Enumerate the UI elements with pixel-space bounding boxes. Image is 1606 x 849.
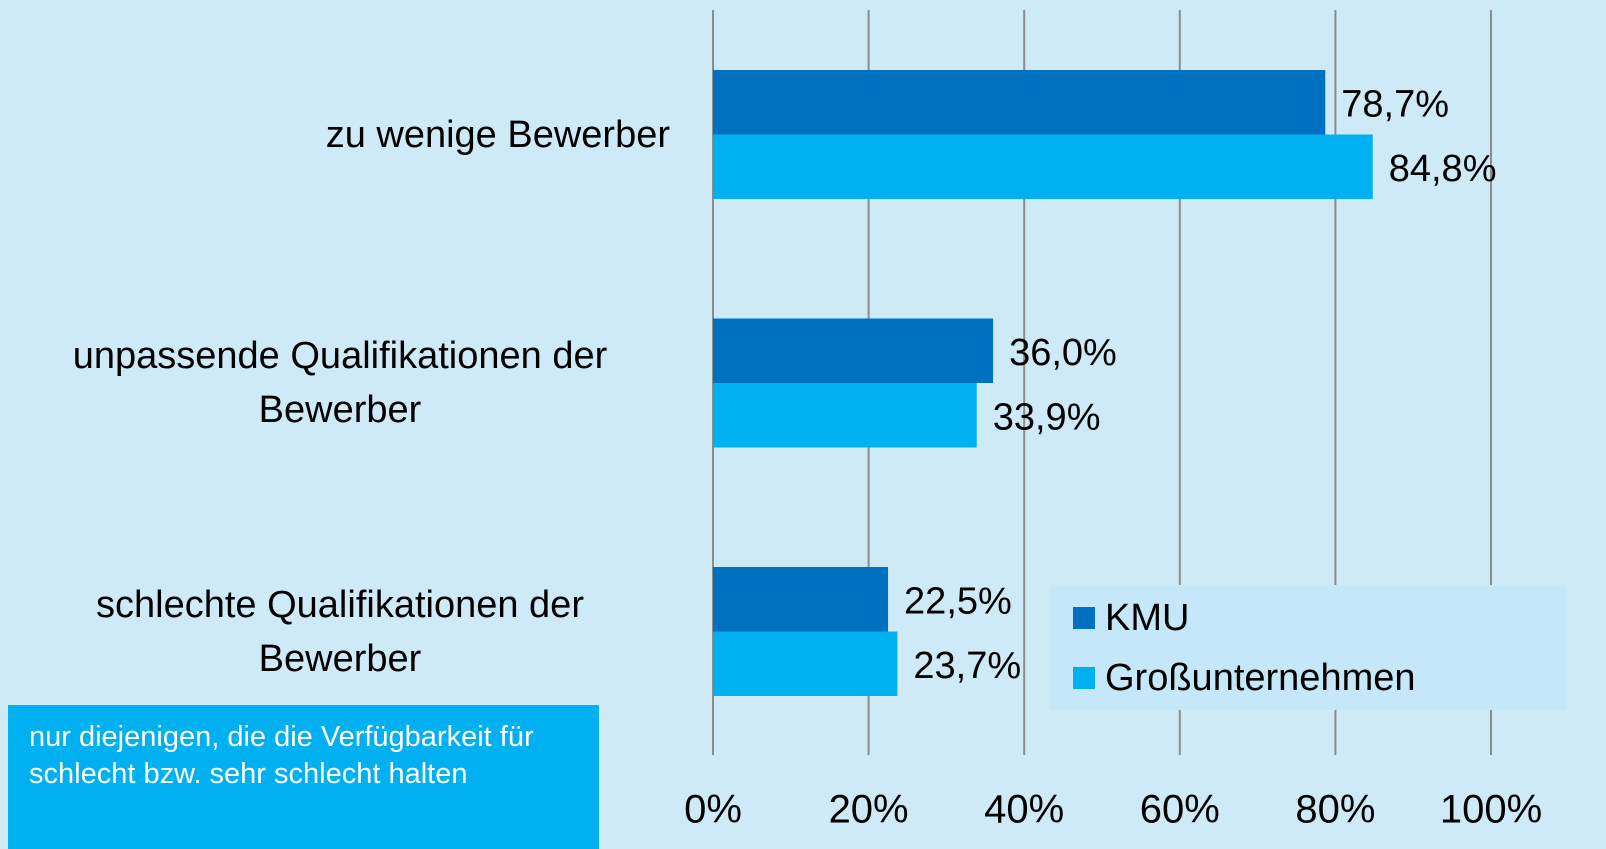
data-label: 78,7%: [1341, 83, 1449, 125]
bar: [713, 567, 889, 632]
x-tick-label: 20%: [829, 788, 909, 832]
legend-swatch: [1073, 667, 1095, 689]
data-label: 84,8%: [1389, 148, 1497, 190]
legend-swatch: [1073, 607, 1095, 629]
data-label: 33,9%: [993, 396, 1101, 438]
bar: [713, 383, 977, 448]
data-label: 22,5%: [904, 580, 1012, 622]
x-tick-label: 80%: [1295, 788, 1375, 832]
legend-label: KMU: [1105, 597, 1189, 639]
data-label: 36,0%: [1009, 332, 1117, 374]
bar: [713, 70, 1326, 135]
category-label: schlechte Qualifikationen der Bewerber: [96, 583, 584, 680]
note: nur diejenigen, die die Verfügbarkeit fü…: [8, 705, 599, 849]
category-label: unpassende Qualifikationen der Bewerber: [72, 335, 608, 431]
legend-label: Großunternehmen: [1105, 657, 1416, 699]
x-tick-label: 100%: [1440, 788, 1542, 832]
bar: [713, 631, 898, 696]
x-tick-label: 60%: [1140, 788, 1220, 832]
x-tick-label: 40%: [984, 788, 1064, 832]
x-tick-label: 0%: [684, 788, 742, 832]
legend-box: [1050, 585, 1566, 710]
bar: [713, 318, 994, 383]
bar: [713, 134, 1373, 199]
category-label: zu wenige Bewerber: [325, 113, 670, 156]
data-label: 23,7%: [913, 645, 1021, 687]
